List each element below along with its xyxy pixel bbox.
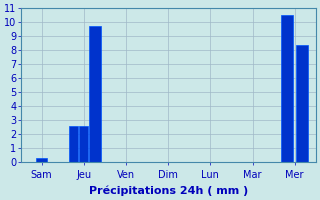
- Bar: [89, 26, 101, 162]
- Bar: [69, 126, 78, 162]
- X-axis label: Précipitations 24h ( mm ): Précipitations 24h ( mm ): [89, 185, 248, 196]
- Bar: [79, 126, 89, 162]
- Bar: [36, 158, 47, 162]
- Bar: [281, 15, 293, 162]
- Bar: [296, 45, 308, 162]
